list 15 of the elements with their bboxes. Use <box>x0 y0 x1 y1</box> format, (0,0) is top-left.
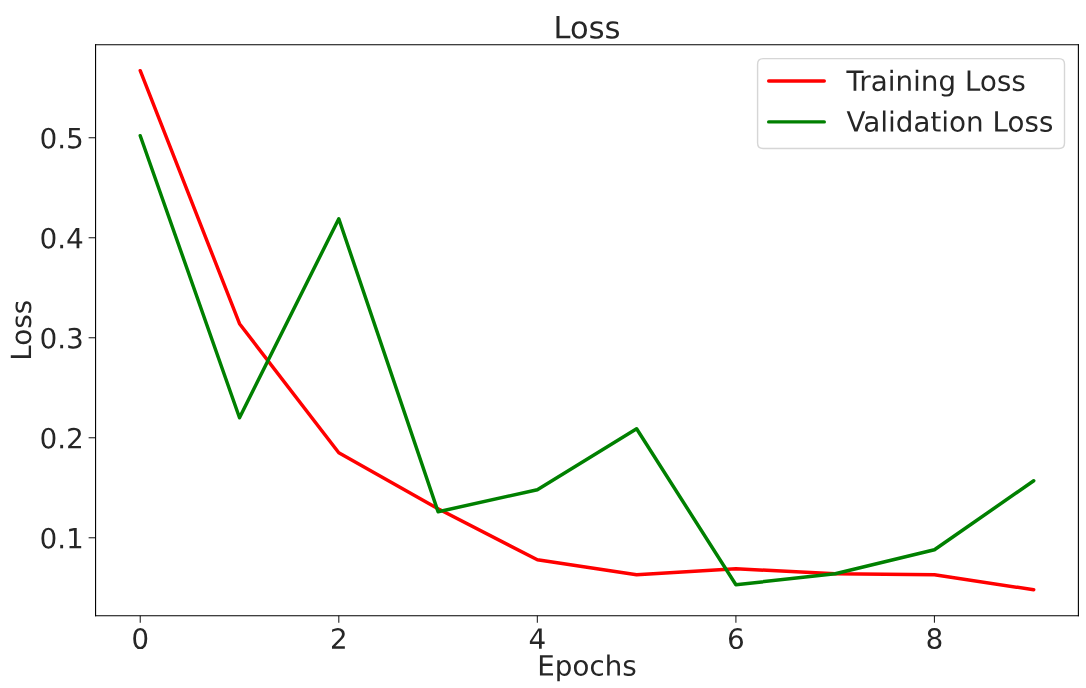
x-tick-label: 8 <box>927 628 942 650</box>
x-axis-title: Epochs <box>539 654 636 682</box>
x-tick-label: 4 <box>529 628 545 649</box>
y-tick-label: 0.3 <box>41 327 82 349</box>
y-tick-label: 0.5 <box>41 127 82 149</box>
y-axis-title: Loss <box>10 301 32 358</box>
x-tick-label: 2 <box>331 628 345 649</box>
y-tick-label: 0.4 <box>41 227 83 249</box>
x-tick-label: 0 <box>133 628 148 650</box>
legend-label: Training Loss <box>846 69 1025 97</box>
legend-label: Validation Loss <box>846 110 1053 132</box>
chart-title: Loss <box>556 16 619 39</box>
x-tick-label: 6 <box>729 628 743 650</box>
y-tick-label: 0.1 <box>41 527 82 549</box>
y-tick-label: 0.2 <box>41 427 81 449</box>
